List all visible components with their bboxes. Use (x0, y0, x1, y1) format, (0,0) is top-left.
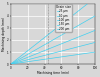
X-axis label: Machining time (min): Machining time (min) (37, 71, 69, 75)
Y-axis label: Machining depth (mm): Machining depth (mm) (2, 17, 6, 51)
Legend: 25 μm, 50 μm, 100 μm, 150 μm, 200 μm: 25 μm, 50 μm, 100 μm, 150 μm, 200 μm (55, 4, 72, 32)
